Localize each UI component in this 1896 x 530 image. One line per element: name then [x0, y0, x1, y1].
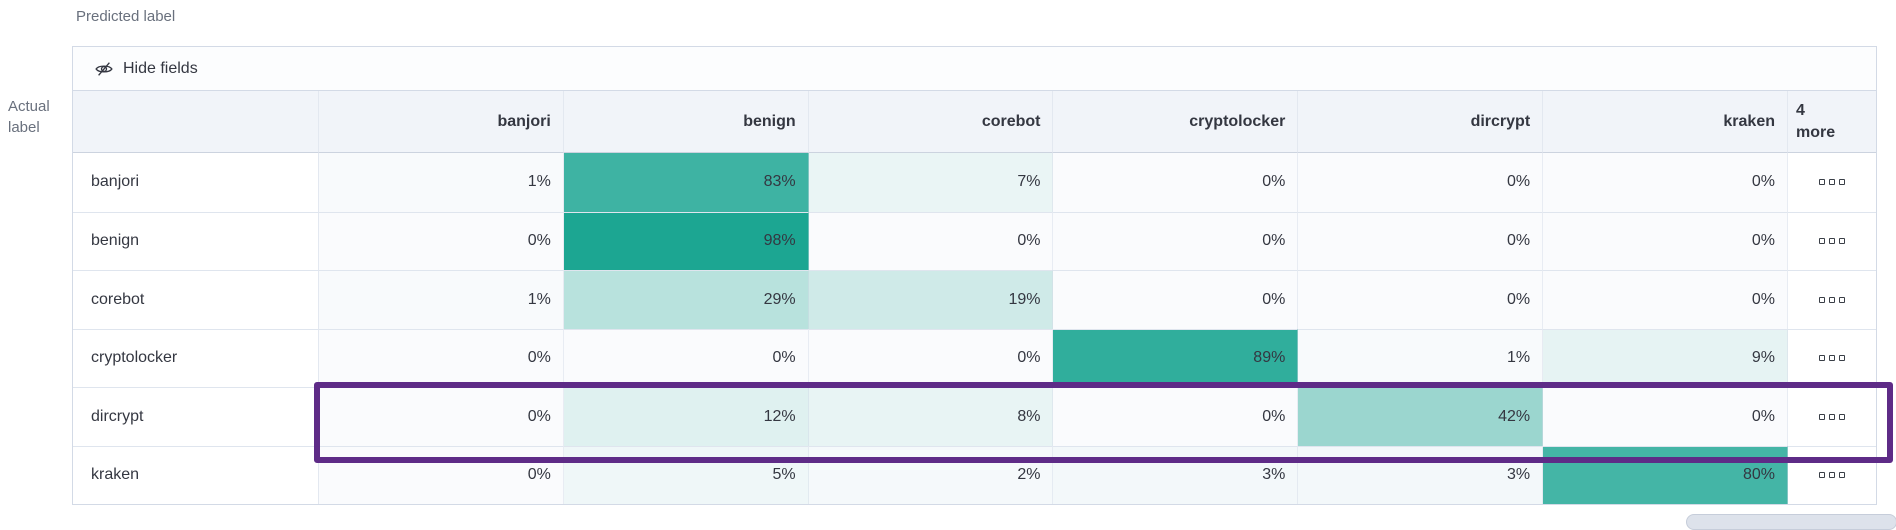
matrix-cell-corebot-corebot[interactable]: 19% — [808, 270, 1054, 329]
matrix-cell-benign-kraken[interactable]: 0% — [1543, 211, 1788, 270]
actual-label-axis-title: Actual label — [8, 98, 50, 136]
row-actions-button[interactable] — [1787, 211, 1876, 270]
boxes-horizontal-icon — [1818, 355, 1845, 362]
matrix-cell-cryptolocker-benign[interactable]: 0% — [563, 328, 809, 387]
boxes-horizontal-icon — [1818, 296, 1845, 303]
corner-header-cell[interactable] — [73, 91, 319, 153]
matrix-cell-dircrypt-kraken[interactable]: 0% — [1543, 387, 1788, 446]
eye-closed-icon — [95, 61, 113, 76]
matrix-cell-cryptolocker-dircrypt[interactable]: 1% — [1298, 328, 1544, 387]
row-label-kraken[interactable]: kraken — [73, 445, 319, 504]
matrix-cell-cryptolocker-banjori[interactable]: 0% — [319, 328, 564, 387]
matrix-cell-kraken-banjori[interactable]: 0% — [319, 445, 564, 504]
matrix-cell-benign-corebot[interactable]: 0% — [808, 211, 1054, 270]
matrix-cell-benign-dircrypt[interactable]: 0% — [1298, 211, 1544, 270]
matrix-cell-dircrypt-banjori[interactable]: 0% — [319, 387, 564, 446]
matrix-cell-dircrypt-benign[interactable]: 12% — [563, 387, 809, 446]
row-actions-button[interactable] — [1787, 387, 1876, 446]
horizontal-scrollbar-thumb[interactable] — [1686, 514, 1896, 530]
matrix-cell-banjori-corebot[interactable]: 7% — [808, 153, 1054, 212]
column-header-corebot[interactable]: corebot — [808, 91, 1054, 153]
boxes-horizontal-icon — [1818, 413, 1845, 420]
matrix-cell-banjori-kraken[interactable]: 0% — [1543, 153, 1788, 212]
column-header-kraken[interactable]: kraken — [1543, 91, 1788, 153]
row-label-benign[interactable]: benign — [73, 211, 319, 270]
matrix-cell-banjori-benign[interactable]: 83% — [563, 153, 809, 212]
hide-fields-button[interactable]: Hide fields — [73, 47, 1876, 91]
row-actions-button[interactable] — [1787, 270, 1876, 329]
matrix-cell-benign-benign[interactable]: 98% — [563, 211, 809, 270]
predicted-label-axis-title: Predicted label — [76, 8, 176, 25]
column-header-benign[interactable]: benign — [563, 91, 809, 153]
row-label-cryptolocker[interactable]: cryptolocker — [73, 328, 319, 387]
boxes-horizontal-icon — [1818, 472, 1845, 479]
row-actions-button[interactable] — [1787, 445, 1876, 504]
matrix-cell-kraken-dircrypt[interactable]: 3% — [1298, 445, 1544, 504]
matrix-cell-kraken-benign[interactable]: 5% — [563, 445, 809, 504]
row-actions-button[interactable] — [1787, 153, 1876, 212]
matrix-cell-kraken-corebot[interactable]: 2% — [808, 445, 1054, 504]
matrix-cell-corebot-kraken[interactable]: 0% — [1543, 270, 1788, 329]
matrix-cell-corebot-benign[interactable]: 29% — [563, 270, 809, 329]
matrix-cell-corebot-cryptolocker[interactable]: 0% — [1053, 270, 1299, 329]
row-label-corebot[interactable]: corebot — [73, 270, 319, 329]
matrix-cell-banjori-banjori[interactable]: 1% — [319, 153, 564, 212]
row-actions-button[interactable] — [1787, 328, 1876, 387]
row-label-dircrypt[interactable]: dircrypt — [73, 387, 319, 446]
matrix-cell-benign-banjori[interactable]: 0% — [319, 211, 564, 270]
matrix-cell-corebot-banjori[interactable]: 1% — [319, 270, 564, 329]
hide-fields-label: Hide fields — [123, 59, 198, 77]
confusion-matrix-grid: banjori benign corebot cryptolocker dircrypt… — [73, 91, 1876, 504]
matrix-cell-dircrypt-cryptolocker[interactable]: 0% — [1053, 387, 1299, 446]
more-columns-header[interactable]: 4 more — [1787, 91, 1876, 153]
matrix-cell-banjori-cryptolocker[interactable]: 0% — [1053, 153, 1299, 212]
matrix-cell-kraken-cryptolocker[interactable]: 3% — [1053, 445, 1299, 504]
more-columns-label: 4 more — [1795, 101, 1836, 141]
matrix-cell-benign-cryptolocker[interactable]: 0% — [1053, 211, 1299, 270]
matrix-cell-cryptolocker-kraken[interactable]: 9% — [1543, 328, 1788, 387]
matrix-cell-dircrypt-dircrypt[interactable]: 42% — [1298, 387, 1544, 446]
row-label-banjori[interactable]: banjori — [73, 153, 319, 212]
column-header-banjori[interactable]: banjori — [319, 91, 564, 153]
matrix-cell-kraken-kraken[interactable]: 80% — [1543, 445, 1788, 504]
matrix-cell-dircrypt-corebot[interactable]: 8% — [808, 387, 1054, 446]
confusion-matrix-table: Hide fields banjori benign corebot cryptolo… — [72, 46, 1877, 505]
matrix-cell-cryptolocker-corebot[interactable]: 0% — [808, 328, 1054, 387]
column-header-cryptolocker[interactable]: cryptolocker — [1053, 91, 1299, 153]
matrix-cell-cryptolocker-cryptolocker[interactable]: 89% — [1053, 328, 1299, 387]
boxes-horizontal-icon — [1818, 238, 1845, 245]
column-header-dircrypt[interactable]: dircrypt — [1298, 91, 1544, 153]
matrix-cell-corebot-dircrypt[interactable]: 0% — [1298, 270, 1544, 329]
boxes-horizontal-icon — [1818, 179, 1845, 186]
matrix-cell-banjori-dircrypt[interactable]: 0% — [1298, 153, 1544, 212]
